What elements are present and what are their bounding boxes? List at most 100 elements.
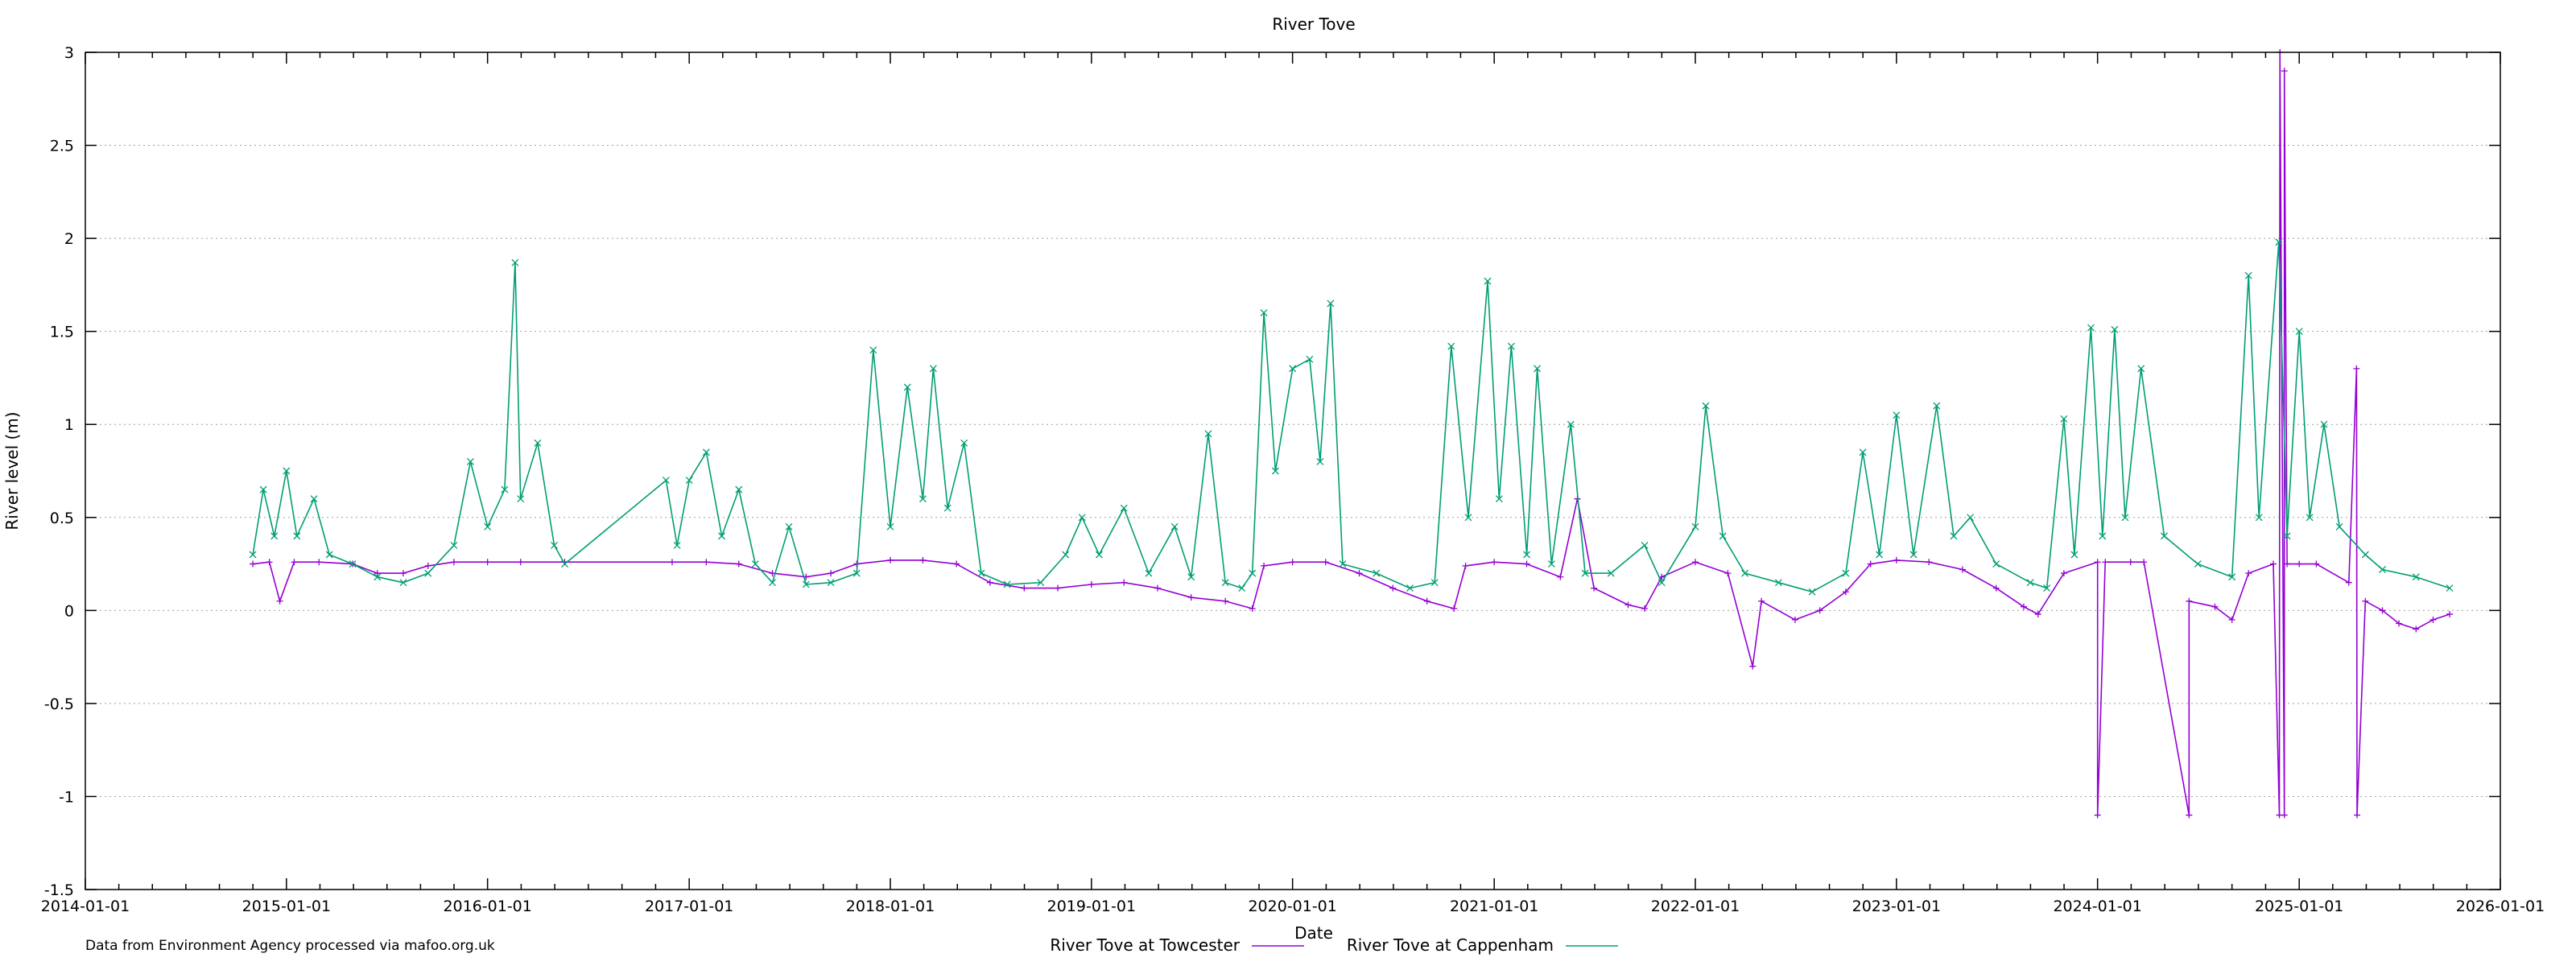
x-tick-label: 2016-01-01 <box>443 898 531 915</box>
data-point <box>2070 551 2079 559</box>
data-point <box>291 559 298 566</box>
data-point <box>1327 299 1335 308</box>
data-point <box>1641 541 1649 549</box>
data-point <box>2094 559 2101 566</box>
data-point <box>2429 616 2437 623</box>
data-point <box>2094 811 2101 819</box>
series-towcester <box>250 49 2454 819</box>
source-note: Data from Environment Agency processed v… <box>85 938 495 954</box>
data-point <box>1749 663 1757 670</box>
data-point <box>1893 556 1900 564</box>
y-axis-label: River level (m) <box>2 411 22 530</box>
x-tick-label: 2015-01-01 <box>242 898 331 915</box>
data-point <box>2228 573 2236 581</box>
data-point <box>1289 559 1296 566</box>
data-point <box>887 556 894 564</box>
y-tick-label: -0.5 <box>44 696 74 713</box>
data-point <box>2121 514 2129 522</box>
data-point <box>1859 448 1867 456</box>
data-point <box>2211 603 2219 610</box>
data-point <box>1423 597 1430 605</box>
data-point <box>1534 365 1542 373</box>
data-point <box>1121 579 1128 586</box>
data-point <box>1567 420 1575 428</box>
data-point <box>1021 584 1028 592</box>
y-tick-label: 2 <box>64 230 74 248</box>
data-point <box>718 532 726 540</box>
data-point <box>1758 597 1765 605</box>
data-point <box>501 485 509 493</box>
data-point <box>2353 365 2360 372</box>
data-point <box>2137 365 2145 373</box>
legend-label-towcester: River Tove at Towcester <box>1050 935 1240 955</box>
data-point <box>1221 579 1229 587</box>
data-point <box>2354 811 2361 819</box>
data-point <box>2060 415 2068 423</box>
data-point <box>1464 514 1472 522</box>
data-point <box>1062 551 1070 559</box>
data-point <box>1491 559 1498 566</box>
data-point <box>1316 457 1324 465</box>
data-point <box>1557 573 1564 580</box>
data-point <box>325 551 333 559</box>
data-point <box>1657 579 1666 587</box>
data-point <box>1591 584 1598 592</box>
y-tick-label: 1 <box>64 416 74 434</box>
data-point <box>2379 566 2386 573</box>
data-point <box>2186 597 2193 605</box>
data-point <box>785 522 793 530</box>
data-point <box>977 569 985 577</box>
data-point <box>1271 467 1279 475</box>
data-point <box>1289 365 1297 373</box>
x-tick-label: 2021-01-01 <box>1450 898 1538 915</box>
data-point <box>1791 616 1798 623</box>
data-point <box>1692 559 1699 566</box>
data-point <box>769 579 776 587</box>
series-line <box>252 241 2450 593</box>
data-point <box>703 559 710 566</box>
chart-title: River Tove <box>1272 14 1355 34</box>
data-point <box>2228 616 2235 623</box>
data-point <box>374 573 382 581</box>
data-point <box>310 495 318 503</box>
data-point <box>2396 620 2403 627</box>
data-point <box>2020 603 2027 610</box>
y-tick-label: -1 <box>59 788 74 806</box>
data-point <box>802 580 810 588</box>
data-point <box>1581 569 1589 577</box>
data-point <box>1003 580 1011 588</box>
data-point <box>484 522 492 530</box>
data-point <box>2335 522 2343 530</box>
data-point <box>374 570 381 577</box>
data-point <box>349 560 357 568</box>
data-point <box>986 579 993 586</box>
y-tick-label: 1.5 <box>50 324 74 341</box>
grid-lines <box>85 145 2500 797</box>
data-point <box>1356 570 1363 577</box>
data-point <box>1950 532 1958 540</box>
data-point <box>2284 560 2291 568</box>
data-point <box>2446 610 2454 617</box>
data-point <box>943 504 952 512</box>
data-point <box>2026 579 2034 587</box>
data-point <box>1842 588 1849 596</box>
data-point <box>1261 562 1268 569</box>
data-point <box>1187 573 1195 581</box>
data-point <box>1451 605 1458 613</box>
data-point <box>1967 514 1975 522</box>
data-point <box>1842 569 1850 577</box>
x-tick-label: 2017-01-01 <box>645 898 733 915</box>
data-point <box>2043 584 2051 592</box>
series-line <box>253 52 2450 816</box>
data-point <box>466 457 474 465</box>
data-point <box>852 569 861 577</box>
data-point <box>828 570 835 577</box>
data-point <box>2034 610 2041 617</box>
data-point <box>1992 584 2000 592</box>
data-point <box>1495 495 1503 503</box>
data-point <box>2306 514 2314 522</box>
data-point <box>1933 402 1941 410</box>
data-point <box>399 570 407 577</box>
data-point <box>2412 573 2420 581</box>
data-point <box>2275 238 2283 246</box>
